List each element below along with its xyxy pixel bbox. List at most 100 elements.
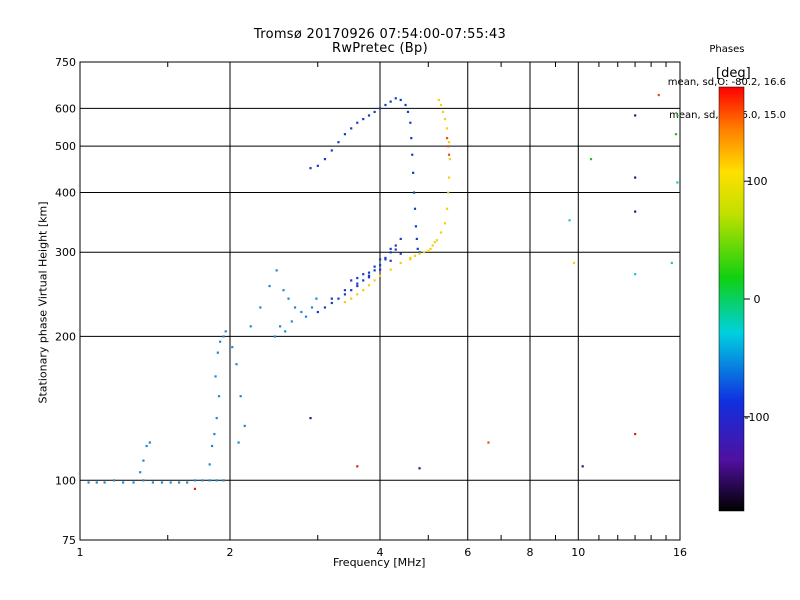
data-point <box>213 432 216 436</box>
data-point <box>290 320 293 323</box>
data-point <box>362 273 365 276</box>
data-point <box>323 306 327 309</box>
data-point <box>384 103 387 107</box>
data-point <box>379 258 382 261</box>
data-point <box>275 269 278 272</box>
data-point <box>186 481 189 484</box>
data-point <box>409 256 412 260</box>
data-point <box>323 158 327 161</box>
data-point <box>429 247 432 250</box>
x-axis-label: Frequency [MHz] <box>333 556 426 569</box>
x-tick-label: 4 <box>377 546 384 559</box>
data-point <box>399 237 402 241</box>
data-point <box>634 210 637 213</box>
y-axis-label: Stationary phase Virtual Height [km] <box>36 201 50 404</box>
data-point <box>418 467 421 470</box>
data-point <box>367 271 371 274</box>
data-point <box>414 225 418 228</box>
y-tick-label: 100 <box>55 474 76 487</box>
data-point <box>122 481 125 484</box>
grid <box>80 62 680 540</box>
data-point <box>222 479 225 482</box>
x-tick-label: 16 <box>673 546 687 559</box>
data-point <box>399 252 402 255</box>
data-point <box>416 247 419 250</box>
data-point <box>443 222 447 225</box>
data-point <box>399 261 402 265</box>
data-point <box>239 395 242 398</box>
data-point <box>379 264 382 267</box>
data-point <box>224 330 227 333</box>
data-point <box>268 284 271 288</box>
data-point <box>657 93 660 97</box>
data-point <box>300 310 303 314</box>
data-point <box>410 137 413 140</box>
data-point <box>217 395 221 398</box>
data-point <box>415 237 418 241</box>
x-tick-label: 10 <box>571 546 585 559</box>
y-tick-label: 750 <box>55 56 76 69</box>
data-point <box>367 284 371 287</box>
data-point <box>87 481 90 484</box>
data-point <box>249 325 252 328</box>
stats-line-o: mean, sd,O: -80.2, 16.6 <box>667 77 786 88</box>
tick-labels: 1 2 4 6 8 10 16 75 100 200 300 400 500 600 750 <box>55 56 687 559</box>
y-tick-label: 75 <box>62 534 76 547</box>
data-point <box>445 127 449 130</box>
data-point <box>310 306 314 309</box>
data-point <box>142 479 145 482</box>
data-point <box>287 297 290 300</box>
data-point <box>433 241 436 244</box>
data-point <box>293 306 297 309</box>
colorbar-tick-label: -100 <box>745 411 770 424</box>
data-point <box>112 479 116 482</box>
data-point <box>572 261 576 265</box>
data-point <box>350 127 353 130</box>
colorbar <box>718 86 745 512</box>
data-point <box>418 252 421 255</box>
data-point <box>373 110 376 114</box>
data-point <box>589 158 593 161</box>
data-point <box>568 219 571 222</box>
data-point <box>394 248 397 251</box>
data-point <box>235 363 238 366</box>
data-point <box>437 98 441 102</box>
data-point <box>208 463 211 466</box>
data-point <box>394 244 397 247</box>
phase-stats: Phases mean, sd,O: -80.2, 16.6 mean, sd,… <box>668 22 786 132</box>
data-point <box>443 117 447 121</box>
data-point <box>243 424 246 428</box>
data-point <box>367 114 371 117</box>
data-point <box>367 276 371 279</box>
x-tick-label: 2 <box>227 546 234 559</box>
data-point <box>411 153 414 156</box>
data-point <box>439 103 443 107</box>
data-point <box>222 335 225 338</box>
x-tick-label: 8 <box>527 546 534 559</box>
data-point <box>151 481 155 484</box>
data-point <box>412 191 416 194</box>
data-point <box>215 479 218 482</box>
data-point <box>337 141 340 144</box>
colorbar-ticks: 100 0 -100 <box>744 175 769 424</box>
data-point <box>304 315 308 318</box>
data-point <box>145 444 148 448</box>
data-point <box>447 153 451 156</box>
data-point <box>343 133 347 136</box>
data-point <box>343 293 347 296</box>
data-point <box>282 289 285 292</box>
data-point <box>394 97 397 100</box>
y-tick-label: 300 <box>55 246 76 259</box>
data-point <box>356 282 359 285</box>
data-point <box>487 441 490 444</box>
data-point <box>259 306 262 309</box>
data-point <box>208 479 211 482</box>
data-point <box>435 239 438 242</box>
data-point <box>216 351 219 354</box>
data-point <box>445 207 449 210</box>
data-point <box>219 340 222 343</box>
data-point <box>356 293 359 296</box>
data-point <box>379 107 382 110</box>
data-point <box>409 258 412 261</box>
data-point <box>160 481 164 484</box>
